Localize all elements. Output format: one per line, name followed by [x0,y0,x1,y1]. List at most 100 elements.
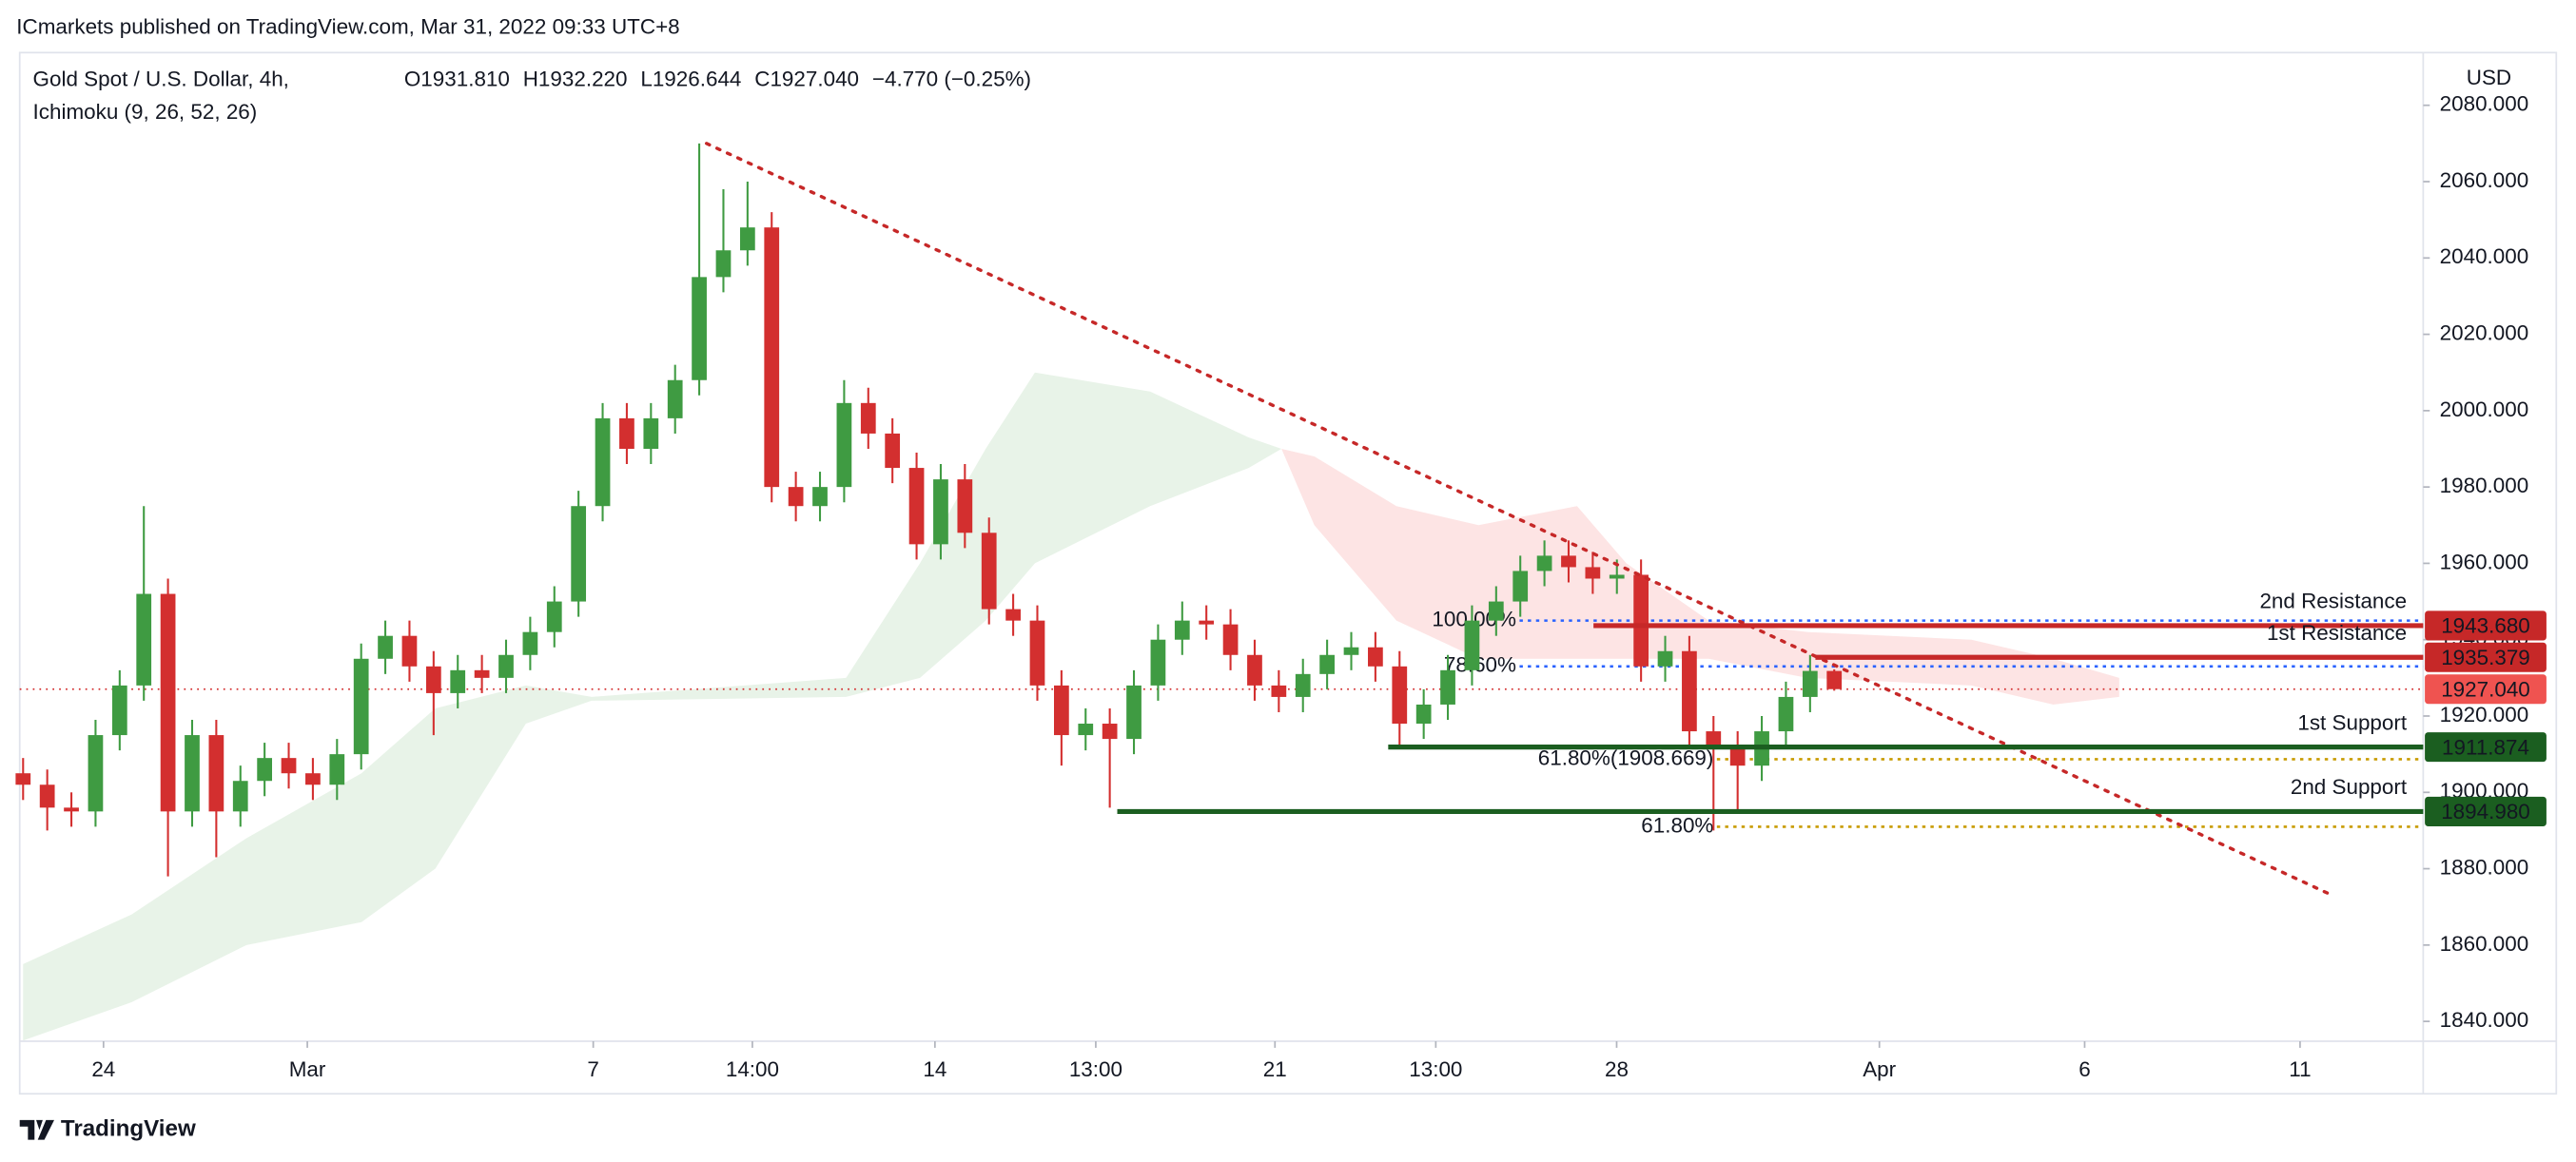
published: ICmarkets published on TradingView.com, … [16,14,679,38]
ohlc-key: O [404,68,420,91]
ohlc-key: H [523,68,538,91]
price-tag [2425,796,2547,826]
x-tick-label: 24 [91,1057,115,1081]
candle-body [667,379,683,418]
candle-body [1536,555,1552,571]
candle-body [981,533,997,610]
candle-body [1440,669,1455,705]
candle-body [185,735,200,812]
level-label: 2nd Resistance [2259,590,2407,613]
level-label: 1st Resistance [2267,621,2407,645]
candle-body [1102,724,1118,740]
candle-body [836,402,852,488]
y-tick-label: 1860.000 [2440,932,2529,956]
candle-body [1392,666,1408,725]
candle-body [1271,685,1287,697]
candle-body [1368,647,1383,667]
candle-body [1706,731,1722,747]
candle-body [860,402,876,434]
x-tick-label: Mar [289,1057,326,1081]
y-tick-label: 2000.000 [2440,397,2529,421]
candle-body [1585,567,1601,579]
candle-body [788,487,804,507]
candle-body [1512,571,1529,602]
candle-body [933,479,948,545]
trendline [704,142,2333,897]
candle-body [1319,654,1335,674]
x-tick-label: 14 [923,1057,946,1081]
candle-body [546,601,562,632]
candle-body [1415,704,1432,725]
price-tag [2425,610,2547,641]
y-tick-label: 1960.000 [2440,550,2529,573]
candle-body [1609,574,1625,579]
candle-body [885,433,901,469]
candle-body [329,754,345,785]
candle-body [1488,601,1504,621]
ohlc-value: 1927.040 [770,68,859,91]
y-tick-label: 1920.000 [2440,703,2529,726]
candle-body [692,277,707,380]
candle-body [522,631,538,655]
candle-body [1633,574,1649,667]
price-tag-label: 1927.040 [2441,677,2530,701]
fib-label: 61.80%(1908.669) [1538,746,1714,769]
candle-body [257,758,273,782]
candle-body [1682,650,1697,732]
candle-body [957,479,973,533]
candle-body [619,417,634,449]
x-tick-label: 7 [587,1057,598,1081]
x-tick-label: 6 [2078,1057,2090,1081]
candle-body [1295,673,1311,697]
candle-body [378,635,393,659]
ichimoku-cloud [1281,448,2119,705]
candle-body [1054,685,1069,736]
candle-body [88,735,104,812]
ohlc-value: 1926.644 [653,68,742,91]
candle-body [739,227,755,251]
ohlc-value: 1931.810 [420,68,510,91]
symbol: Gold Spot / U.S. Dollar, 4h, [33,68,289,91]
candle-body [160,593,176,812]
candle-body [474,669,490,678]
y-tick-label: 1880.000 [2440,855,2529,879]
price-tag-label: 1911.874 [2442,735,2529,759]
price-tag [2425,732,2547,763]
candle-body [232,781,248,812]
candle-body [812,487,828,507]
candle-body [1150,639,1166,686]
candle-body [715,250,732,278]
x-tick-label: 13:00 [1409,1057,1462,1081]
candle-body [1005,609,1021,621]
y-tick-label: 1980.000 [2440,474,2529,497]
candle-body [64,807,79,812]
candle-body [353,658,369,755]
y-tick-label: 2020.000 [2440,321,2529,345]
candle-body [208,735,224,812]
candle-body [1464,620,1480,670]
candle-body [595,417,611,507]
frame [18,51,2558,1095]
currency: USD [2467,66,2511,89]
y-tick-label: 2080.000 [2440,92,2529,116]
candle-body [908,468,925,545]
x-tick-label: 14:00 [726,1057,779,1081]
ohlc-value: 1932.220 [538,68,628,91]
candle-body [1174,620,1190,640]
candle-body [1343,647,1359,655]
price-tag [2425,674,2547,705]
change: −4.770 (−0.25%) [872,68,1031,91]
y-tick-label: 2060.000 [2440,168,2529,192]
fib-label: 78.60% [1444,653,1516,677]
candle-body [571,506,587,602]
candle-body [1126,685,1142,740]
candle-body [1826,670,1843,689]
x-tick-label: Apr [1863,1057,1896,1081]
candle-body [1729,746,1746,766]
candle-body [1802,670,1818,697]
candle-body [15,773,31,785]
brand: TradingView [61,1116,196,1142]
candle-body [305,773,321,785]
